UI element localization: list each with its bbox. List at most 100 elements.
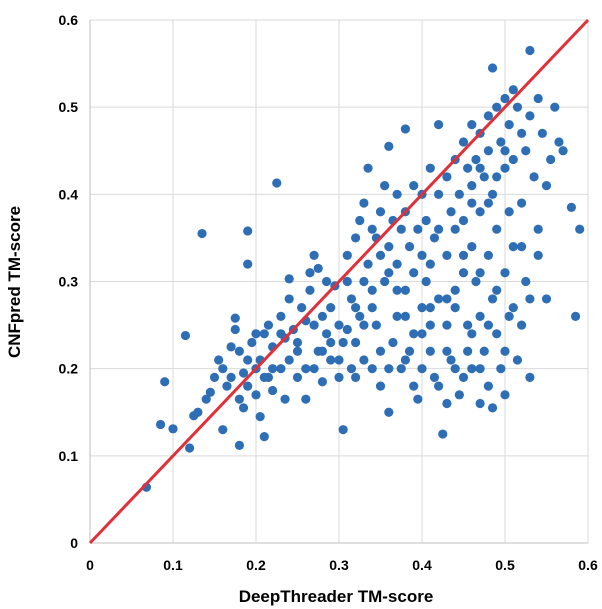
data-point	[230, 324, 240, 335]
data-point	[463, 346, 473, 356]
data-point	[392, 189, 402, 199]
data-point	[434, 120, 444, 130]
data-point	[458, 215, 469, 226]
data-point	[487, 294, 498, 304]
data-points	[141, 45, 585, 492]
data-point	[421, 276, 431, 287]
data-point	[209, 372, 220, 382]
data-point	[521, 276, 531, 287]
data-point	[533, 250, 543, 260]
data-point	[471, 276, 481, 287]
data-point	[375, 381, 386, 391]
x-tick-label: 0.2	[246, 557, 266, 573]
x-tick-label: 0	[86, 557, 94, 573]
data-point	[238, 368, 249, 378]
data-point	[413, 224, 423, 234]
data-point	[338, 425, 348, 435]
data-point	[268, 385, 278, 396]
data-point	[371, 320, 381, 330]
data-point	[492, 285, 502, 295]
data-point	[388, 337, 398, 348]
data-point	[392, 285, 402, 295]
data-point	[450, 224, 460, 234]
data-point	[272, 178, 282, 188]
data-point	[454, 390, 464, 400]
data-point	[355, 215, 365, 226]
data-point	[400, 355, 410, 365]
data-point	[450, 303, 460, 313]
data-point	[284, 294, 294, 304]
data-point	[334, 320, 344, 330]
data-point	[438, 429, 448, 439]
data-point	[450, 364, 460, 374]
data-point	[338, 337, 348, 348]
data-point	[205, 387, 215, 397]
data-point	[492, 329, 502, 339]
data-point	[321, 276, 332, 287]
data-point	[537, 128, 547, 138]
data-point	[434, 189, 444, 199]
data-point	[243, 259, 253, 269]
data-point	[475, 398, 485, 409]
data-point	[517, 198, 527, 208]
data-point	[276, 329, 286, 339]
data-point	[434, 294, 444, 304]
data-point	[380, 276, 390, 287]
data-point	[442, 346, 452, 356]
data-point	[500, 93, 510, 104]
data-point	[463, 163, 473, 173]
data-point	[351, 337, 361, 348]
data-point	[392, 259, 402, 269]
data-point	[400, 124, 410, 134]
y-tick-label: 0.2	[59, 361, 79, 377]
data-point	[575, 224, 585, 234]
data-point	[280, 394, 290, 404]
data-point	[313, 263, 323, 274]
data-point	[375, 346, 386, 356]
data-point	[284, 274, 294, 284]
data-point	[500, 163, 510, 173]
data-point	[292, 346, 303, 356]
data-point	[521, 146, 531, 156]
data-point	[251, 329, 261, 339]
data-point	[479, 346, 489, 356]
data-point	[500, 390, 510, 400]
data-point	[442, 320, 452, 330]
data-point	[487, 403, 498, 413]
data-point	[326, 337, 336, 348]
data-point	[492, 102, 502, 112]
x-axis-title: DeepThreader TM-score	[239, 587, 434, 606]
data-point	[492, 224, 502, 234]
data-point	[367, 364, 377, 374]
data-point	[384, 242, 394, 252]
data-point	[259, 329, 269, 339]
data-point	[297, 303, 307, 313]
data-point	[541, 181, 552, 191]
data-point	[193, 407, 203, 417]
data-point	[346, 294, 357, 304]
data-point	[475, 163, 485, 173]
data-point	[404, 242, 415, 252]
data-point	[317, 311, 327, 321]
data-point	[458, 137, 469, 147]
data-point	[467, 120, 477, 130]
y-tick-label: 0.4	[59, 186, 79, 202]
data-point	[238, 403, 249, 413]
data-point	[492, 172, 502, 182]
data-point	[185, 443, 195, 453]
x-tick-label: 0.4	[412, 557, 432, 573]
data-point	[234, 346, 244, 356]
y-axis-title: CNFpred TM-score	[5, 206, 24, 358]
data-point	[434, 381, 444, 391]
data-point	[409, 381, 419, 391]
data-point	[309, 364, 319, 374]
data-point	[517, 242, 527, 252]
data-point	[351, 372, 361, 382]
data-point	[479, 172, 489, 182]
reference-line-layer	[88, 18, 590, 545]
data-point	[222, 381, 232, 391]
data-point	[525, 111, 535, 121]
x-tick-label: 0.1	[163, 557, 183, 573]
data-point	[384, 364, 394, 374]
data-point	[550, 102, 560, 112]
